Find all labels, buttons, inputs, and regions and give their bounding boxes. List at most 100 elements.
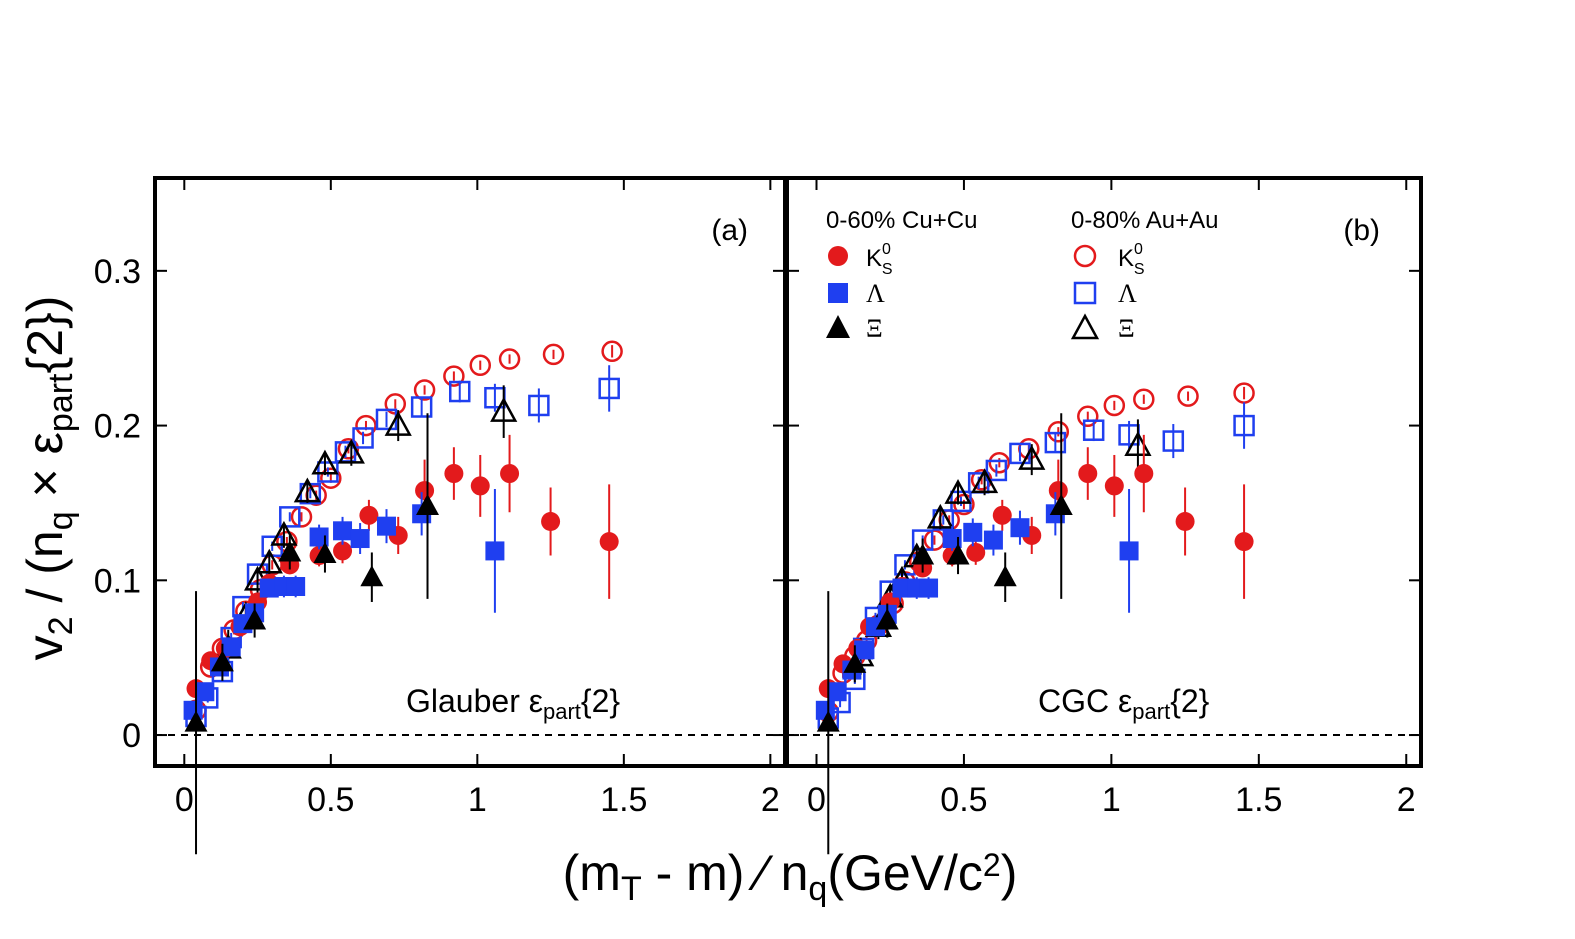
- xi-point: [1018, 445, 1046, 470]
- xi-point: [946, 543, 970, 565]
- legend-marker-xi-auau: [1070, 313, 1100, 340]
- k0s-point: [1234, 532, 1254, 552]
- panel-a-model-base: Glauber ε: [406, 683, 543, 719]
- lambda-point: [942, 529, 962, 549]
- panel-b: 0 0.5 1 1.5 2 (b) CGC εpart{2} 0-60% Cu+Cu 0…: [785, 176, 1423, 855]
- panel-b-model-tail: {2}: [1170, 683, 1209, 719]
- k0s-point: [542, 343, 565, 366]
- y-title-times-eps: × ε: [17, 432, 73, 511]
- panel-b-data: [815, 382, 1255, 855]
- legend-label-xi-cucu: Ξ: [866, 314, 883, 343]
- k0s-point: [1104, 476, 1124, 496]
- k0s-point: [1175, 512, 1195, 532]
- panel-b-tag: (b): [1343, 214, 1380, 247]
- legend-k0-cucu-sub: S: [882, 261, 893, 278]
- lambda-point: [259, 578, 279, 598]
- legend-marker-xi-cucu: [826, 315, 850, 338]
- legend-label-k0-auau: K0 S: [1118, 241, 1145, 278]
- xi-point: [875, 608, 899, 630]
- legend-marker-lambda-auau: [1073, 281, 1097, 305]
- panel-a-axes: 0 0.5 1 1.5 2 0 0.1 0.2 0.3: [94, 178, 785, 819]
- xi-point: [243, 608, 267, 630]
- legend-header-cucu: 0-60% Cu+Cu: [826, 207, 977, 234]
- y-tick-label: 0.3: [94, 253, 141, 291]
- x-title-base: (m: [563, 845, 621, 901]
- k0s-point: [444, 464, 464, 484]
- xi-point: [313, 542, 337, 564]
- k0s-point: [1177, 385, 1199, 407]
- xi-point: [416, 494, 440, 516]
- k0s-point: [359, 505, 379, 525]
- lambda-point: [963, 522, 983, 542]
- xi-point: [490, 397, 518, 422]
- x-title-unit-sup: 2: [983, 847, 1001, 883]
- x-tick-label: 0.5: [940, 781, 987, 819]
- k0s-point: [1133, 388, 1155, 411]
- k0s-point: [355, 414, 377, 437]
- k0s-point: [988, 451, 1011, 474]
- xi-point: [1049, 494, 1073, 516]
- y-title-tail: {2}): [17, 296, 73, 374]
- k0s-point: [500, 464, 520, 484]
- lambda-point: [827, 682, 847, 702]
- xi-point: [255, 548, 283, 574]
- legend-k0-auau-sup: 0: [1134, 241, 1143, 258]
- x-tick-label: 2: [1397, 781, 1416, 819]
- legend-label-k0-cucu: K0 S: [866, 241, 893, 278]
- legend: 0-60% Cu+Cu 0-80% Au+Au K0 S Λ Ξ K0 S Λ Ξ: [826, 207, 1218, 343]
- lambda-point: [854, 640, 874, 660]
- xi-point: [384, 410, 412, 436]
- panel-b-model-sub: part: [1132, 699, 1170, 724]
- xi-point: [210, 650, 234, 672]
- k0s-point: [1048, 481, 1068, 501]
- xi-point: [278, 540, 302, 562]
- lambda-point: [221, 637, 241, 657]
- x-tick-label: 0.5: [307, 781, 354, 819]
- k0s-point: [1047, 421, 1070, 443]
- legend-label-xi-auau: Ξ: [1118, 314, 1135, 343]
- lambda-point: [333, 521, 353, 541]
- y-title-nq-sub: q: [42, 511, 80, 530]
- lambda-point: [448, 380, 471, 403]
- y-tick-label: 0.2: [94, 408, 141, 446]
- k0s-point: [443, 365, 465, 387]
- k0s-point: [337, 438, 360, 460]
- panel-a-model-tail: {2}: [581, 683, 620, 719]
- panel-a-model-label: Glauber εpart{2}: [406, 683, 620, 724]
- lambda-point: [286, 577, 306, 597]
- lambda-point: [528, 394, 550, 417]
- lambda-point: [1010, 518, 1030, 538]
- x-tick-label: 0: [807, 781, 826, 819]
- k0s-point: [413, 379, 436, 401]
- plot-frame: [153, 176, 787, 768]
- lambda-point: [985, 459, 1008, 482]
- legend-marker-k0-auau: [1073, 244, 1097, 268]
- y-title-v: v: [17, 635, 73, 660]
- k0s-point: [498, 348, 521, 370]
- k0s-point: [470, 476, 490, 496]
- y-title-part-sub: part: [42, 373, 80, 432]
- k0s-point: [966, 542, 986, 562]
- lambda-point: [195, 682, 215, 702]
- legend-k0-auau-base: K: [1118, 245, 1134, 272]
- x-title-close: ): [1001, 845, 1018, 901]
- y-title-v-sub: 2: [42, 616, 80, 635]
- legend-label-lambda-auau: Λ: [1118, 279, 1137, 308]
- legend-k0-cucu-base: K: [866, 245, 882, 272]
- legend-header-auau: 0-80% Au+Au: [1071, 207, 1218, 234]
- x-tick-label: 0: [175, 781, 194, 819]
- xi-point: [911, 543, 935, 565]
- lambda-point: [983, 530, 1003, 550]
- k0s-point: [320, 467, 342, 489]
- k0s-point: [1078, 464, 1098, 484]
- lambda-point: [352, 427, 374, 449]
- k0s-point: [601, 340, 623, 363]
- lambda-point: [485, 541, 505, 561]
- xi-point: [270, 520, 298, 546]
- x-tick-label: 1: [468, 781, 487, 819]
- xi-point: [184, 710, 208, 732]
- lambda-point: [598, 377, 620, 400]
- panel-a-data: [183, 340, 623, 855]
- lambda-point: [309, 527, 329, 547]
